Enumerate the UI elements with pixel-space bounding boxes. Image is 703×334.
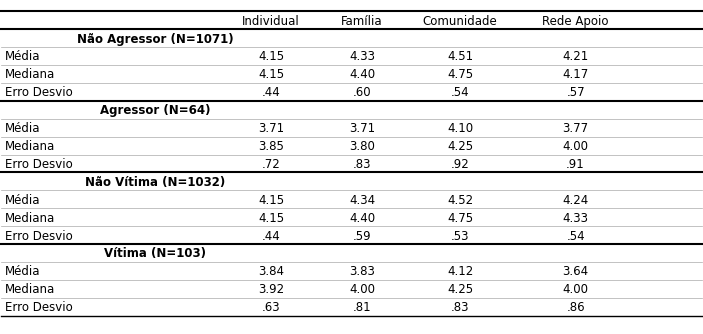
Text: 4.40: 4.40 [349, 212, 375, 225]
Text: 4.51: 4.51 [447, 50, 473, 63]
Text: 3.80: 3.80 [349, 140, 375, 153]
Text: Rede Apoio: Rede Apoio [542, 15, 609, 28]
Text: 4.25: 4.25 [447, 283, 473, 296]
Text: .44: .44 [262, 86, 280, 99]
Text: .91: .91 [566, 158, 585, 171]
Text: 3.64: 3.64 [562, 265, 588, 278]
Text: Comunidade: Comunidade [423, 15, 498, 28]
Text: .59: .59 [353, 229, 371, 242]
Text: .83: .83 [451, 301, 470, 314]
Text: Mediana: Mediana [5, 212, 55, 225]
Text: .86: .86 [566, 301, 585, 314]
Text: .54: .54 [451, 86, 470, 99]
Text: 3.71: 3.71 [258, 122, 284, 135]
Text: Família: Família [341, 15, 383, 28]
Text: Mediana: Mediana [5, 140, 55, 153]
Text: 3.85: 3.85 [258, 140, 284, 153]
Text: Não Vítima (N=1032): Não Vítima (N=1032) [85, 176, 226, 189]
Text: 4.21: 4.21 [562, 50, 588, 63]
Text: 4.15: 4.15 [258, 50, 284, 63]
Text: Erro Desvio: Erro Desvio [5, 229, 72, 242]
Text: 4.00: 4.00 [349, 283, 375, 296]
Text: 4.15: 4.15 [258, 68, 284, 81]
Text: Vítima (N=103): Vítima (N=103) [105, 247, 207, 261]
Text: 3.84: 3.84 [258, 265, 284, 278]
Text: 4.10: 4.10 [447, 122, 473, 135]
Text: 4.00: 4.00 [562, 283, 588, 296]
Text: 4.52: 4.52 [447, 194, 473, 207]
Text: 4.24: 4.24 [562, 194, 588, 207]
Text: .57: .57 [566, 86, 585, 99]
Text: 4.40: 4.40 [349, 68, 375, 81]
Text: Média: Média [5, 50, 40, 63]
Text: 4.33: 4.33 [562, 212, 588, 225]
Text: Mediana: Mediana [5, 283, 55, 296]
Text: 4.33: 4.33 [349, 50, 375, 63]
Text: .72: .72 [262, 158, 280, 171]
Text: 4.75: 4.75 [447, 68, 473, 81]
Text: Não Agressor (N=1071): Não Agressor (N=1071) [77, 33, 234, 45]
Text: Erro Desvio: Erro Desvio [5, 86, 72, 99]
Text: .83: .83 [353, 158, 371, 171]
Text: 3.77: 3.77 [562, 122, 588, 135]
Text: 4.17: 4.17 [562, 68, 588, 81]
Text: 4.12: 4.12 [447, 265, 473, 278]
Text: .60: .60 [353, 86, 371, 99]
Text: 4.25: 4.25 [447, 140, 473, 153]
Text: 4.00: 4.00 [562, 140, 588, 153]
Text: Erro Desvio: Erro Desvio [5, 158, 72, 171]
Text: 4.34: 4.34 [349, 194, 375, 207]
Text: .53: .53 [451, 229, 470, 242]
Text: Média: Média [5, 265, 40, 278]
Text: Mediana: Mediana [5, 68, 55, 81]
Text: .63: .63 [262, 301, 280, 314]
Text: .44: .44 [262, 229, 280, 242]
Text: 3.71: 3.71 [349, 122, 375, 135]
Text: 4.15: 4.15 [258, 212, 284, 225]
Text: Média: Média [5, 122, 40, 135]
Text: Erro Desvio: Erro Desvio [5, 301, 72, 314]
Text: Média: Média [5, 194, 40, 207]
Text: 4.15: 4.15 [258, 194, 284, 207]
Text: 4.75: 4.75 [447, 212, 473, 225]
Text: .54: .54 [566, 229, 585, 242]
Text: .92: .92 [451, 158, 470, 171]
Text: .81: .81 [353, 301, 371, 314]
Text: 3.92: 3.92 [258, 283, 284, 296]
Text: Individual: Individual [242, 15, 300, 28]
Text: Agressor (N=64): Agressor (N=64) [101, 104, 211, 117]
Text: 3.83: 3.83 [349, 265, 375, 278]
